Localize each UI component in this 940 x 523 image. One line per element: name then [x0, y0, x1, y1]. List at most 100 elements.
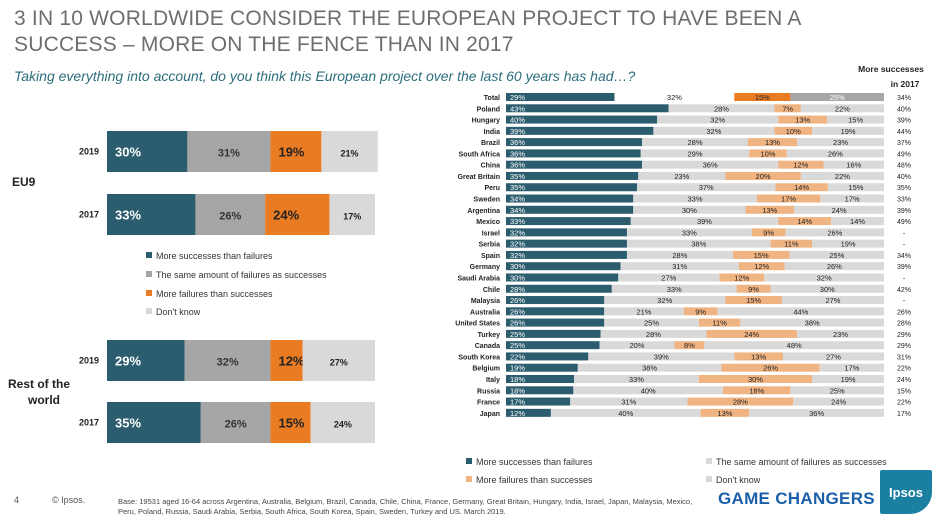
data-label: 40% — [618, 409, 633, 418]
bar-segment — [599, 341, 675, 350]
bar-segment — [633, 194, 757, 203]
country-label: Hungary — [472, 118, 501, 125]
bar-segment — [506, 239, 627, 248]
data-label: 11% — [784, 240, 799, 249]
data-label: 15% — [754, 251, 769, 260]
data-label: 26% — [510, 319, 525, 328]
data-label: 27% — [661, 273, 676, 282]
bar-segment — [626, 250, 733, 259]
data-label: 26% — [225, 419, 247, 431]
value-2017: 39% — [897, 264, 911, 271]
bar-segment — [270, 131, 322, 172]
data-label: 21% — [636, 307, 651, 316]
data-label: 25% — [510, 330, 525, 339]
bar-segment — [797, 138, 884, 147]
data-label: 26% — [828, 149, 843, 158]
bar-segment — [790, 93, 884, 101]
bar-segment — [506, 386, 574, 395]
country-label: Great Britain — [458, 174, 500, 181]
bar-segment — [800, 171, 884, 180]
bar-segment — [789, 250, 884, 259]
data-label: 19% — [841, 127, 856, 136]
data-label: 30% — [682, 206, 697, 215]
data-label: 20% — [629, 341, 644, 350]
bar-segment — [506, 149, 641, 158]
bar-segment — [790, 386, 884, 395]
data-label: 24% — [832, 206, 847, 215]
bar-segment — [793, 397, 884, 406]
data-label: 32% — [657, 296, 672, 305]
group-label: world — [27, 393, 60, 407]
legend-swatch — [466, 476, 472, 482]
value-2017: 40% — [897, 174, 911, 181]
legend-swatch — [146, 308, 152, 314]
bar-segment — [721, 363, 820, 372]
data-label: 36% — [510, 149, 525, 158]
bar-segment — [321, 131, 378, 172]
data-label: 26% — [510, 307, 525, 316]
bar-segment — [506, 104, 669, 113]
country-label: Japan — [480, 411, 500, 418]
data-label: 12% — [734, 273, 749, 282]
data-label: 39% — [654, 352, 669, 361]
bar-segment — [668, 104, 775, 113]
bar-segment — [550, 408, 701, 417]
value-2017: 34% — [897, 253, 911, 260]
bar-segment — [611, 284, 737, 293]
data-label: 40% — [641, 386, 656, 395]
country-label: Chile — [483, 287, 500, 294]
data-label: 15% — [278, 416, 304, 431]
country-label: Canada — [475, 343, 500, 350]
bar-segment — [738, 262, 785, 271]
data-label: 29% — [687, 149, 702, 158]
value-2017: 37% — [897, 140, 911, 147]
data-label: 9% — [695, 307, 706, 316]
data-label: 13% — [762, 206, 777, 215]
bar-segment — [265, 194, 330, 235]
bar-segment — [683, 307, 718, 316]
data-label: 22% — [835, 172, 850, 181]
data-label: 23% — [833, 330, 848, 339]
bar-segment — [740, 318, 884, 327]
bar-segment — [506, 115, 658, 124]
data-label: 27% — [826, 352, 841, 361]
legend-label: The same amount of failures as successes — [156, 270, 327, 280]
bar-segment — [107, 402, 201, 443]
data-label: 19% — [278, 145, 304, 160]
legend-swatch — [146, 252, 152, 258]
data-label: 9% — [748, 285, 759, 294]
bar-segment — [620, 262, 739, 271]
data-label: 25% — [830, 386, 845, 395]
value-2017: 22% — [897, 366, 911, 373]
bar-segment — [745, 205, 795, 214]
data-label: 17% — [845, 195, 860, 204]
bar-segment — [630, 217, 779, 226]
value-2017: 28% — [897, 321, 911, 328]
bar-segment — [653, 126, 775, 135]
data-label: 15% — [746, 296, 761, 305]
data-label: 12% — [510, 409, 525, 418]
legend-label: More failures than successes — [156, 289, 273, 299]
data-label: 43% — [510, 104, 525, 113]
bar-segment — [310, 402, 375, 443]
legend-swatch — [466, 458, 472, 464]
data-label: 35% — [510, 172, 525, 181]
bar-segment — [781, 296, 884, 305]
data-label: 23% — [833, 138, 848, 147]
bar-segment — [770, 284, 884, 293]
page-title: 3 IN 10 WORLDWIDE CONSIDER THE EUROPEAN … — [14, 7, 801, 56]
data-label: 28% — [646, 330, 661, 339]
data-label: 23% — [674, 172, 689, 181]
legend-swatch — [706, 458, 712, 464]
value-2017: 29% — [897, 332, 911, 339]
data-label: 30% — [115, 145, 141, 160]
data-label: 36% — [703, 161, 718, 170]
bar-segment — [638, 171, 726, 180]
legend-label: More successes than failures — [156, 251, 273, 261]
data-label: 7% — [782, 104, 793, 113]
data-label: 9% — [763, 228, 774, 237]
bar-segment — [827, 115, 884, 124]
bar-segment — [774, 126, 813, 135]
bar-segment — [506, 171, 639, 180]
